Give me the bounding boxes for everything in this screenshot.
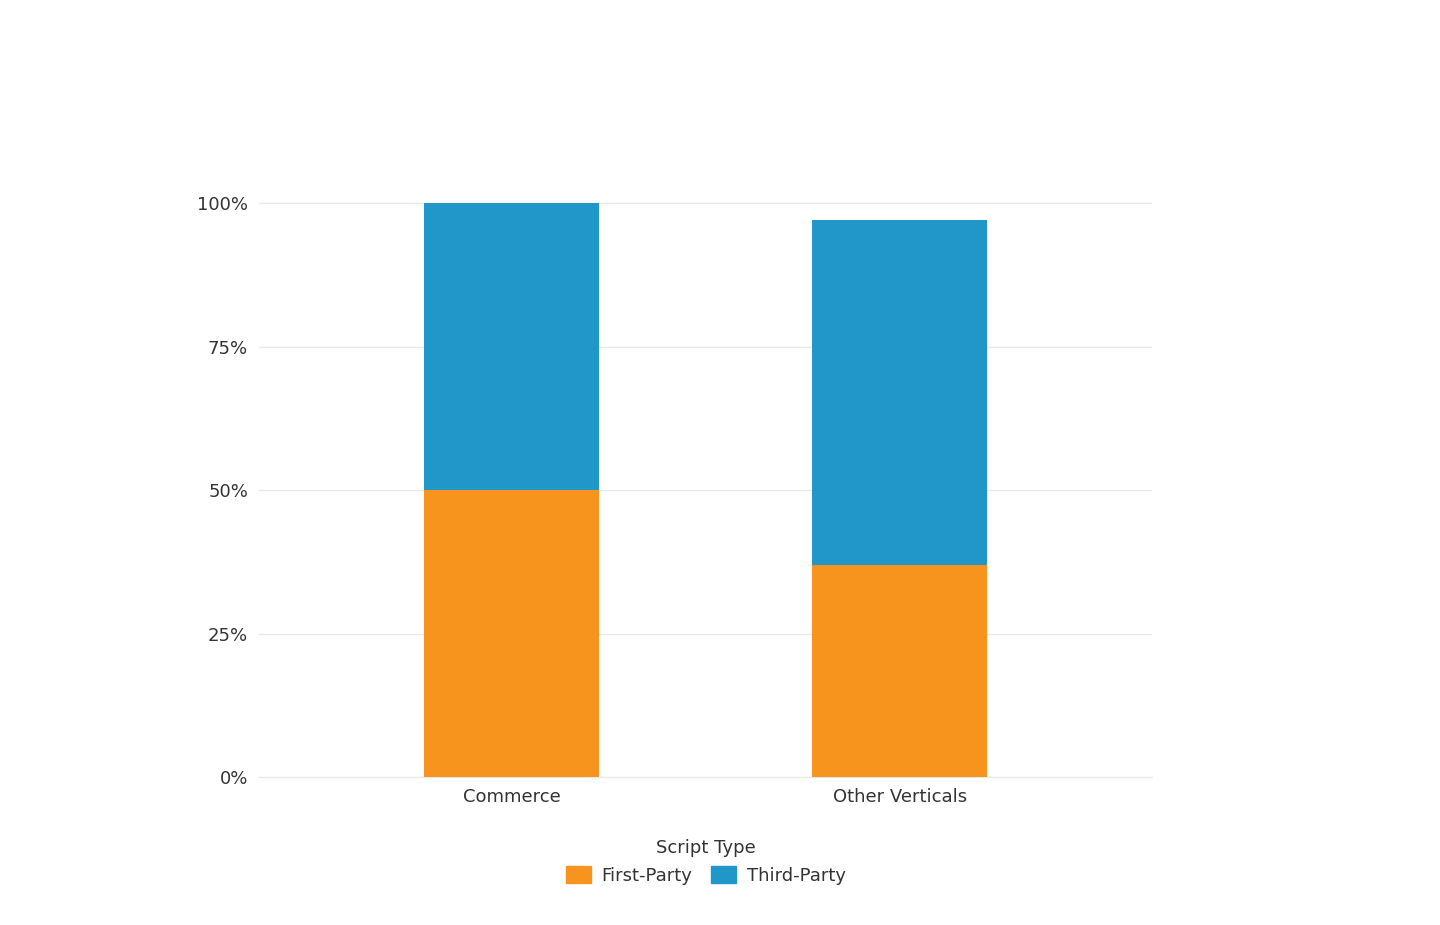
Bar: [425, 204, 599, 490]
Bar: [425, 490, 599, 777]
Legend: First-Party, Third-Party: First-Party, Third-Party: [559, 832, 852, 892]
Text: Akamai: Akamai: [1296, 46, 1407, 72]
Bar: [812, 220, 986, 564]
Text: Percent of First-Party vs. Third-Party Scripts: Percent of First-Party vs. Third-Party S…: [46, 43, 812, 71]
Bar: [812, 564, 986, 777]
